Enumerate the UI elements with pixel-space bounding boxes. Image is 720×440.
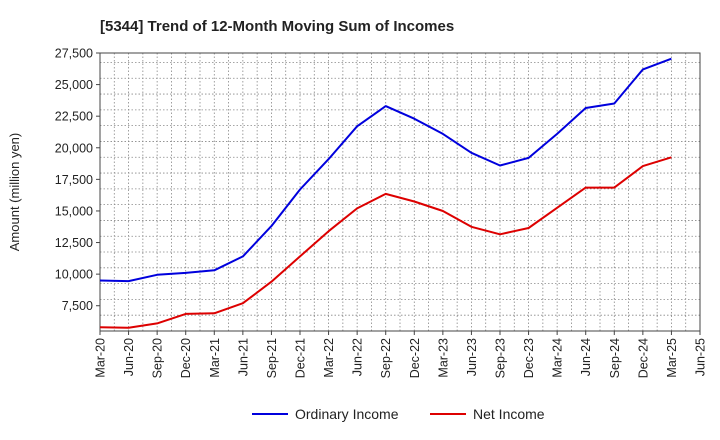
x-tick-label: Dec-24 xyxy=(636,338,650,378)
plot-area xyxy=(99,52,701,332)
y-axis-ticks: 27,500 25,000 22,500 20,000 17,500 15,000 12,5… xyxy=(55,47,100,313)
legend-label: Net Income xyxy=(473,406,545,422)
x-tick-label: Dec-22 xyxy=(408,338,422,378)
x-tick-label: Mar-21 xyxy=(208,338,222,378)
x-tick-label: Sep-21 xyxy=(265,338,279,378)
x-tick-label: Dec-23 xyxy=(522,338,536,378)
y-tick-label: 27,500 xyxy=(55,47,93,61)
x-tick-label: Jun-23 xyxy=(465,338,479,376)
legend: Ordinary Income Net Income xyxy=(252,406,545,422)
y-tick-label: 12,500 xyxy=(55,236,93,250)
x-tick-label: Dec-21 xyxy=(294,338,308,378)
x-tick-label: Dec-20 xyxy=(179,338,193,378)
y-tick-label: 17,500 xyxy=(55,173,93,187)
y-tick-label: 7,500 xyxy=(62,299,93,313)
y-tick-label: 20,000 xyxy=(55,141,93,155)
x-tick-label: Sep-20 xyxy=(151,338,165,378)
x-tick-label: Jun-21 xyxy=(236,338,250,376)
series-lines xyxy=(99,57,672,329)
x-tick-label: Jun-25 xyxy=(694,338,708,376)
x-tick-label: Sep-22 xyxy=(379,338,393,378)
x-tick-label: Mar-23 xyxy=(436,338,450,378)
net-income-line xyxy=(99,156,672,329)
x-tick-label: Sep-24 xyxy=(608,338,622,378)
x-tick-label: Mar-24 xyxy=(551,338,565,378)
x-tick-label: Sep-23 xyxy=(494,338,508,378)
y-axis-label: Amount (million yen) xyxy=(7,133,22,252)
x-tick-label: Jun-24 xyxy=(579,338,593,376)
x-axis-ticks: Mar-20 Jun-20 Sep-20 Dec-20 Mar-21 Jun-21 Sep-… xyxy=(94,331,708,378)
y-tick-label: 25,000 xyxy=(55,78,93,92)
y-tick-label: 15,000 xyxy=(55,204,93,218)
x-tick-label: Jun-20 xyxy=(122,338,136,376)
legend-label: Ordinary Income xyxy=(295,406,399,422)
x-tick-label: Mar-20 xyxy=(94,338,108,378)
ordinary-income-line xyxy=(99,57,672,283)
y-tick-label: 22,500 xyxy=(55,110,93,124)
chart-title: [5344] Trend of 12-Month Moving Sum of I… xyxy=(100,18,454,35)
y-tick-label: 10,000 xyxy=(55,268,93,282)
x-tick-label: Mar-25 xyxy=(665,338,679,378)
x-tick-label: Jun-22 xyxy=(351,338,365,376)
grid-lines xyxy=(100,53,700,331)
x-tick-label: Mar-22 xyxy=(322,338,336,378)
